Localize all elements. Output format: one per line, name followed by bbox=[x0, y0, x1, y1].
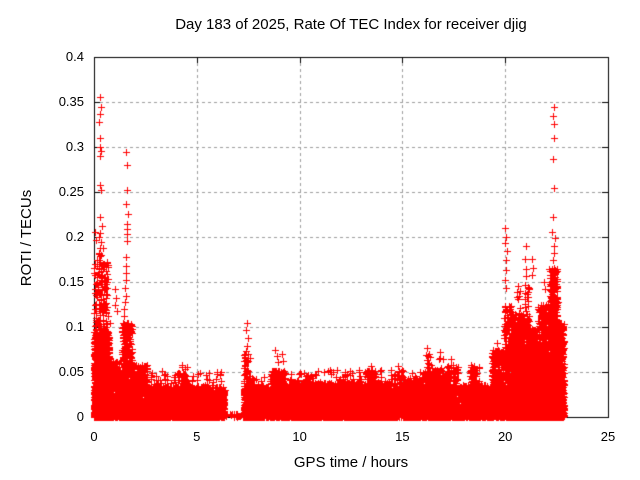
y-tick-label: 0.15 bbox=[58, 274, 84, 289]
x-axis-label: GPS time / hours bbox=[293, 454, 409, 471]
y-tick-label: 0.2 bbox=[65, 229, 84, 244]
y-tick-label: 0.05 bbox=[58, 364, 84, 379]
y-tick-label: 0.25 bbox=[58, 184, 84, 199]
x-tick-label: 10 bbox=[292, 429, 307, 444]
y-tick-label: 0 bbox=[76, 409, 84, 424]
x-tick-label: 20 bbox=[497, 429, 513, 444]
x-tick-label: 15 bbox=[395, 429, 410, 444]
y-tick-label: 0.1 bbox=[65, 319, 84, 334]
y-tick-label: 0.4 bbox=[65, 49, 84, 64]
x-tick-label: 25 bbox=[600, 429, 616, 444]
x-tick-label: 5 bbox=[193, 429, 201, 444]
x-tick-label: 0 bbox=[90, 429, 98, 444]
y-tick-label: 0.35 bbox=[58, 94, 84, 109]
chart-title: Day 183 of 2025, Rate Of TEC Index for r… bbox=[175, 16, 527, 33]
y-tick-label: 0.3 bbox=[65, 139, 84, 154]
